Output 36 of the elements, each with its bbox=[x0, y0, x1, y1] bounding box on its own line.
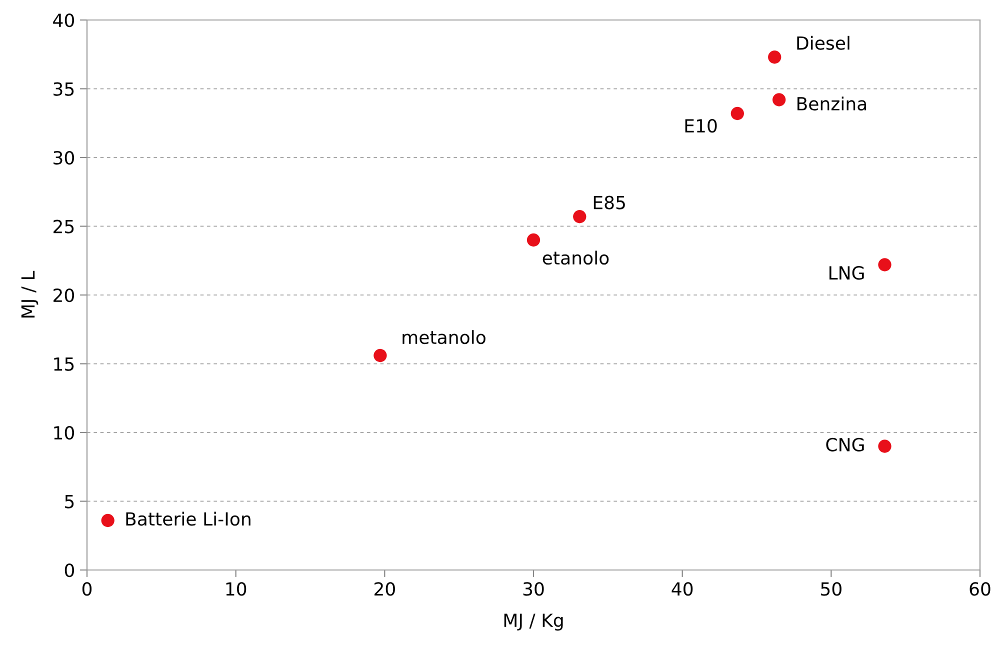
point bbox=[101, 514, 114, 528]
point bbox=[772, 93, 786, 106]
x-tick-label: 20 bbox=[374, 582, 395, 596]
y-tick-label: 20 bbox=[54, 288, 74, 302]
x-tick-label: 40 bbox=[672, 582, 693, 596]
point bbox=[573, 210, 586, 224]
point bbox=[730, 106, 744, 120]
annotation: metanolo bbox=[402, 330, 486, 344]
annotation: Batterie Li-Ion bbox=[126, 512, 250, 526]
annotation: Diesel bbox=[797, 36, 850, 50]
point bbox=[768, 50, 782, 64]
point bbox=[878, 258, 892, 272]
y-axis-title: MJ / L bbox=[21, 270, 38, 318]
y-tick-label: 25 bbox=[54, 220, 74, 234]
point bbox=[374, 348, 387, 362]
annotation: E85 bbox=[594, 196, 625, 210]
point bbox=[526, 233, 540, 247]
annotation: Benzina bbox=[798, 96, 866, 111]
annotation: etanolo bbox=[542, 250, 609, 265]
annotation: CNG bbox=[826, 438, 864, 452]
x-axis-title: MJ / Kg bbox=[504, 614, 563, 631]
annotation: E10 bbox=[685, 118, 717, 133]
annotation: LNG bbox=[830, 266, 864, 280]
y-tick-label: 40 bbox=[53, 13, 74, 28]
y-tick-label: 35 bbox=[54, 82, 74, 96]
y-tick-label: 10 bbox=[54, 426, 74, 440]
y-tick-label: 0 bbox=[64, 563, 74, 578]
x-tick-label: 30 bbox=[523, 582, 544, 596]
y-tick-label: 30 bbox=[54, 150, 74, 165]
x-tick-label: 0 bbox=[82, 582, 92, 596]
x-tick-label: 10 bbox=[226, 582, 246, 596]
x-tick-label: 60 bbox=[970, 582, 990, 596]
y-tick-label: 15 bbox=[54, 357, 74, 371]
y-tick-label: 5 bbox=[65, 494, 74, 508]
x-tick-label: 50 bbox=[821, 582, 842, 596]
point bbox=[878, 440, 892, 453]
